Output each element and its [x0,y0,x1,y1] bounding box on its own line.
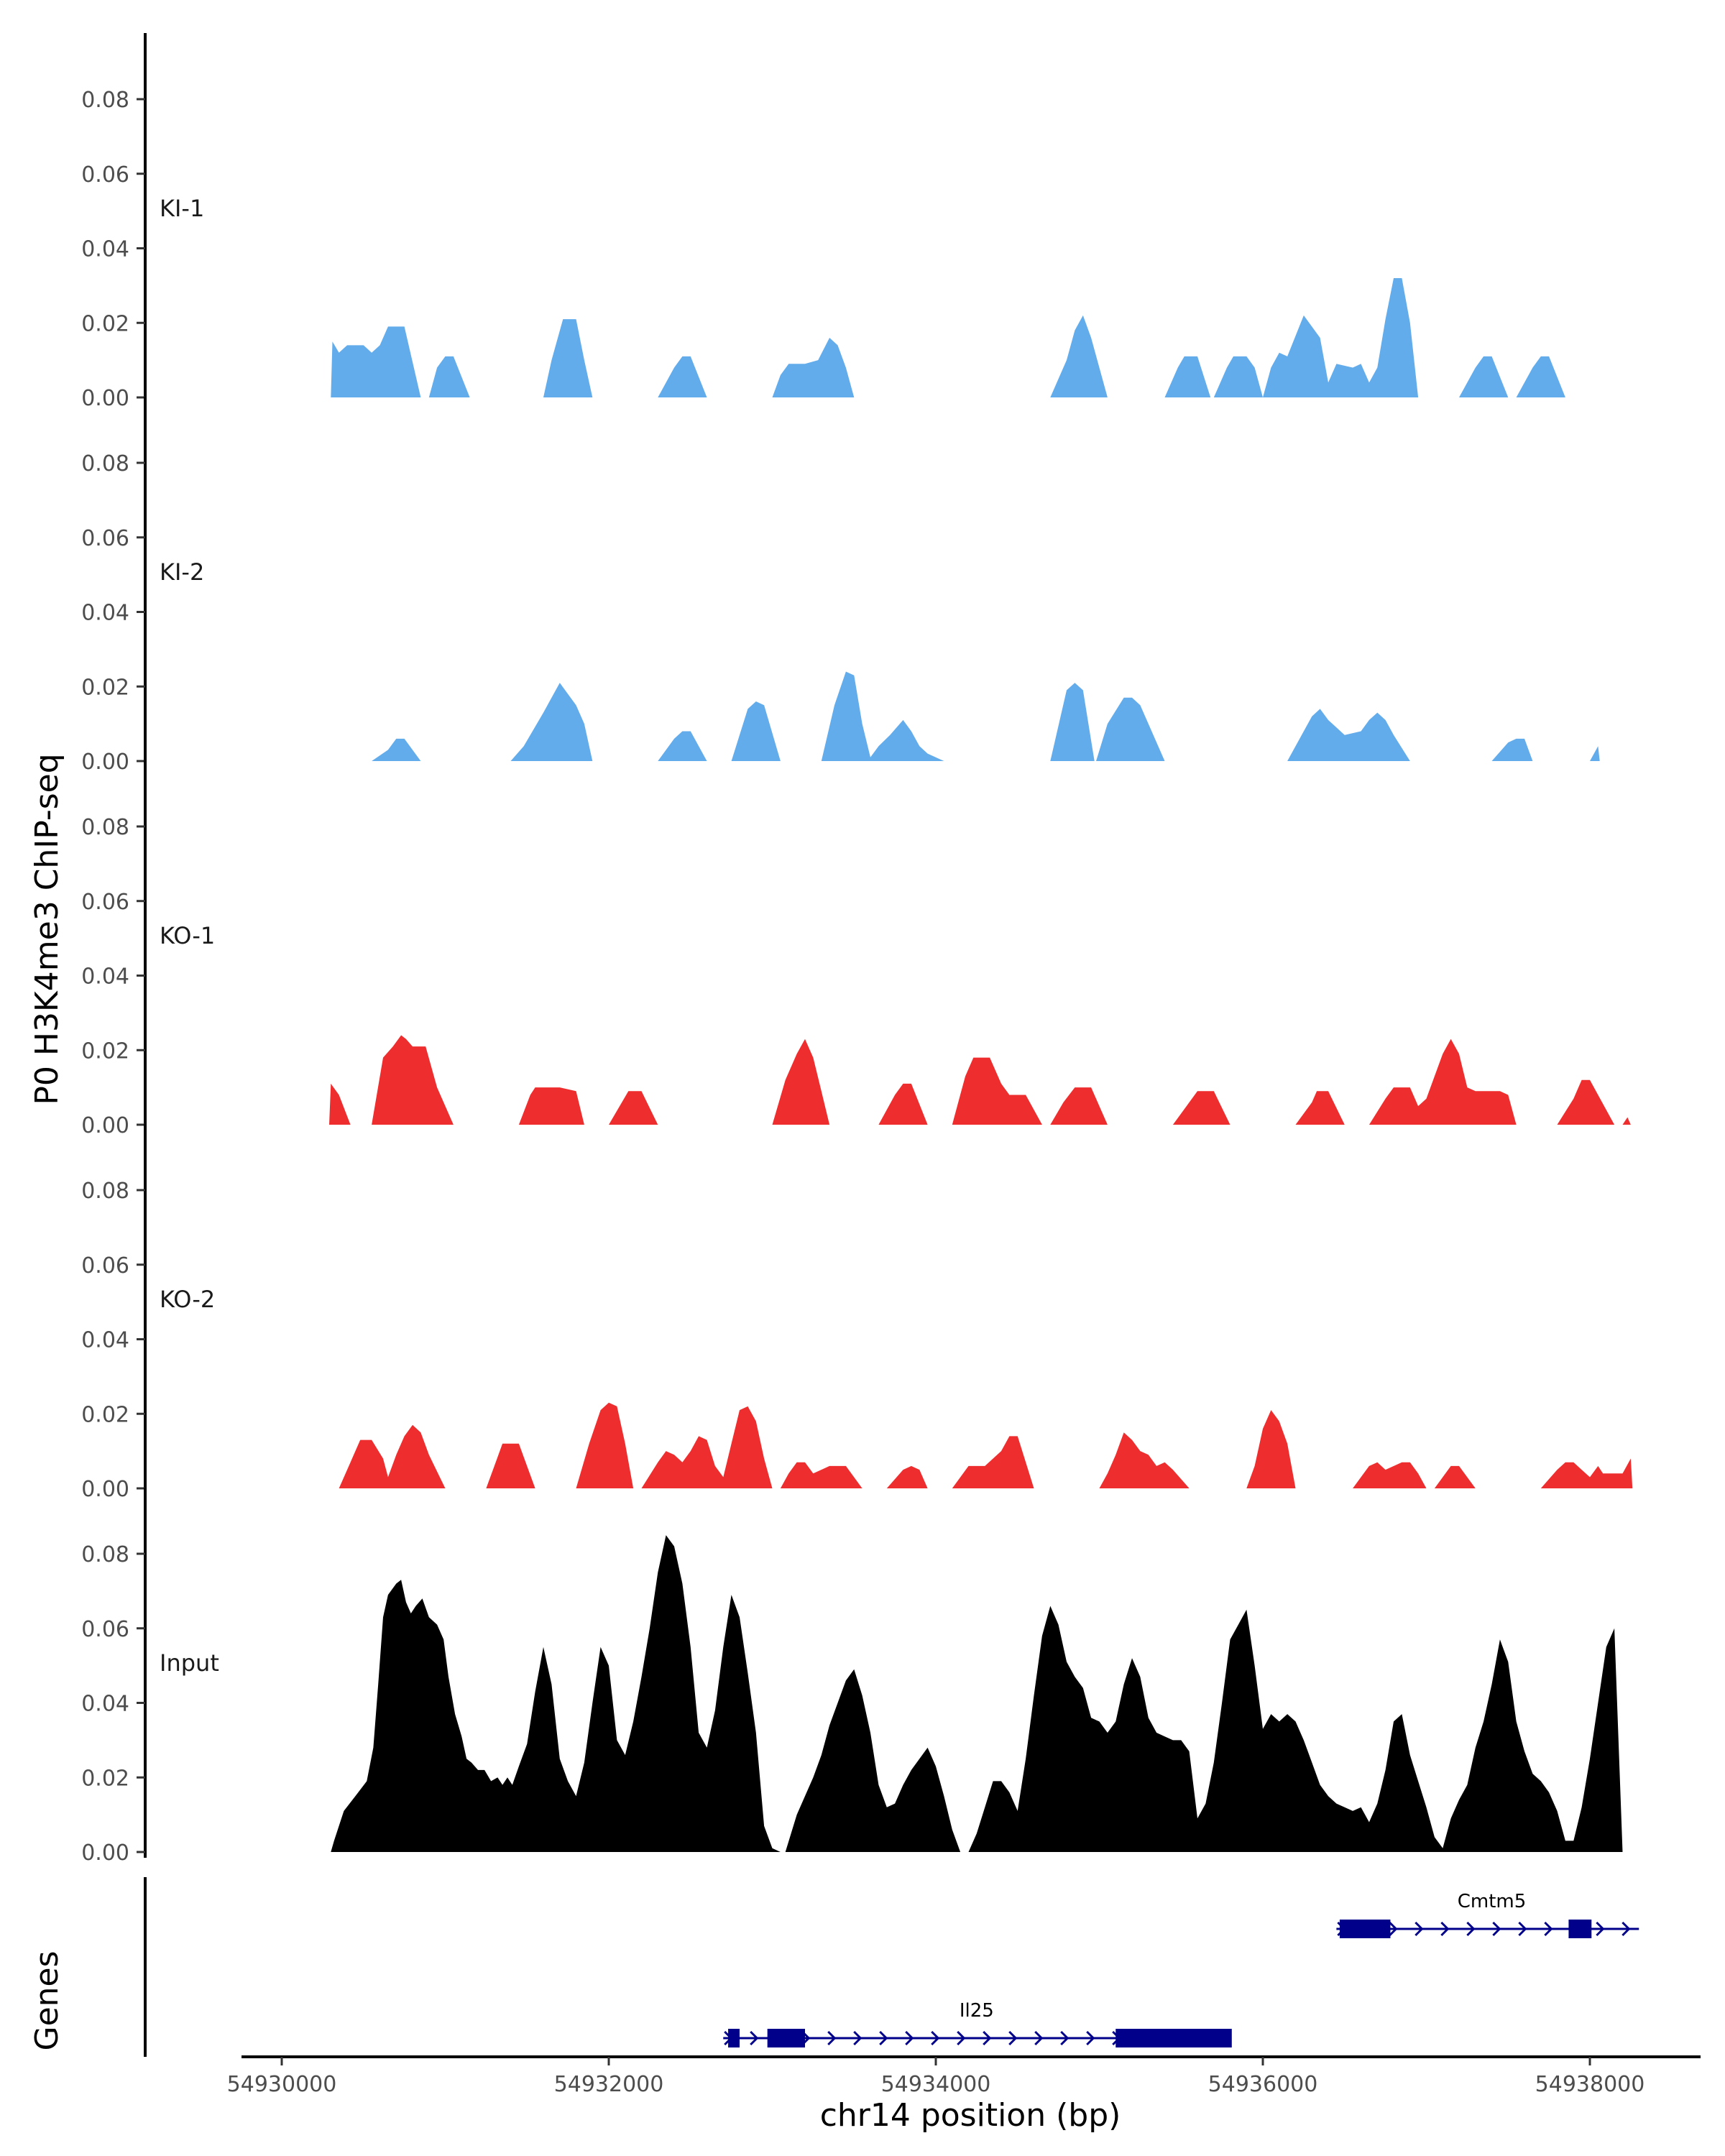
strand-arrow [983,2030,992,2046]
track-label: KI-2 [160,558,204,586]
strand-arrow [957,2030,966,2046]
track-label: KO-2 [160,1286,215,1313]
coverage-area-ko-1 [329,1035,1631,1125]
track-label: Input [160,1649,219,1677]
y-tick-label: 0.02 [81,1038,129,1064]
gene-exon [1116,2029,1232,2047]
x-tick-label: 54930000 [227,2072,337,2097]
coverage-area-ko-2 [339,1402,1633,1488]
y-tick-label: 0.08 [81,1179,129,1204]
gene-exon [767,2029,805,2047]
track-panels: 0.00 0.02 0.04 0.06 0.08 KI-1 0.00 0.02 0.04 0.06… [81,33,1633,1866]
track-label: KO-1 [160,922,215,949]
strand-arrow [1596,1921,1605,1937]
strand-arrow [905,2030,914,2046]
y-tick-label: 0.04 [81,964,129,990]
track-ki-1: 0.00 0.02 0.04 0.06 0.08 KI-1 [81,33,1565,411]
strand-arrow [1060,2030,1070,2046]
strand-arrow [1034,2030,1044,2046]
x-tick-label: 54934000 [881,2072,991,2097]
y-tick-label: 0.02 [81,1766,129,1791]
track-ko-1: 0.00 0.02 0.04 0.06 0.08 KO-1 [81,760,1631,1138]
strand-arrow [1440,1921,1450,1937]
y-tick-label: 0.00 [81,1841,129,1866]
y-axis-title: P0 H3K4me3 ChIP-seq [29,753,65,1105]
strand-arrow [1008,2030,1018,2046]
gene-exon [1568,1920,1592,1938]
gene-cmtm5: Cmtm5 [1336,1891,1639,1938]
strand-arrow [1414,1921,1424,1937]
strand-arrow [1086,2030,1095,2046]
y-tick-label: 0.00 [81,1477,129,1502]
strand-arrow [1466,1921,1476,1937]
y-tick-label: 0.08 [81,815,129,840]
y-tick-label: 0.02 [81,311,129,336]
strand-arrow [879,2030,888,2046]
gene-il25: Il25 [723,2000,1232,2047]
strand-arrow [750,2030,759,2046]
strand-arrow [1492,1921,1501,1937]
strand-arrow [1622,1921,1631,1937]
x-axis-ticks: 54930000 54932000 54934000 54936000 54938000 [227,2057,1645,2097]
y-tick-label: 0.00 [81,750,129,775]
y-tick-label: 0.04 [81,601,129,626]
y-tick-label: 0.06 [81,890,129,915]
coverage-area-input [331,1535,1623,1852]
y-tick-label: 0.04 [81,1328,129,1353]
gene-name-label: Cmtm5 [1458,1891,1527,1912]
x-tick-label: 54938000 [1535,2072,1645,2097]
track-input: 0.00 0.02 0.04 0.06 0.08 Input [81,1488,1623,1866]
gene-name-label: Il25 [960,2000,994,2022]
y-tick-label: 0.06 [81,526,129,551]
y-tick-label: 0.06 [81,162,129,188]
x-tick-label: 54932000 [554,2072,664,2097]
y-tick-label: 0.04 [81,237,129,262]
y-tick-label: 0.08 [81,451,129,476]
genes-axis-title: Genes [29,1950,65,2050]
y-tick-label: 0.06 [81,1617,129,1642]
y-tick-label: 0.08 [81,1542,129,1567]
gene-exon [1339,1920,1391,1938]
strand-arrow [931,2030,940,2046]
strand-arrow [853,2030,862,2046]
y-tick-label: 0.08 [81,88,129,113]
coverage-area-ki-2 [372,671,1600,761]
y-tick-label: 0.02 [81,1402,129,1427]
y-tick-label: 0.02 [81,675,129,700]
track-ki-2: 0.00 0.02 0.04 0.06 0.08 KI-2 [81,397,1600,775]
gene-models: Cmtm5 Il25 [723,1891,1639,2047]
strand-arrow [1518,1921,1527,1937]
strand-arrow [827,2030,837,2046]
strand-arrow [1544,1921,1553,1937]
coverage-area-ki-1 [331,278,1565,397]
y-tick-label: 0.00 [81,386,129,411]
strand-arrow [1389,1921,1398,1937]
y-tick-label: 0.06 [81,1253,129,1279]
gene-exon [728,2029,740,2047]
y-tick-label: 0.04 [81,1692,129,1717]
track-label: KI-1 [160,195,204,222]
gene-panel: Cmtm5 Il25 54930000 54932000 54934000 549360… [144,1877,1701,2097]
y-tick-label: 0.00 [81,1113,129,1138]
track-ko-2: 0.00 0.02 0.04 0.06 0.08 KO-2 [81,1124,1633,1502]
x-axis-title: chr14 position (bp) [820,2097,1121,2134]
x-tick-label: 54936000 [1208,2072,1318,2097]
